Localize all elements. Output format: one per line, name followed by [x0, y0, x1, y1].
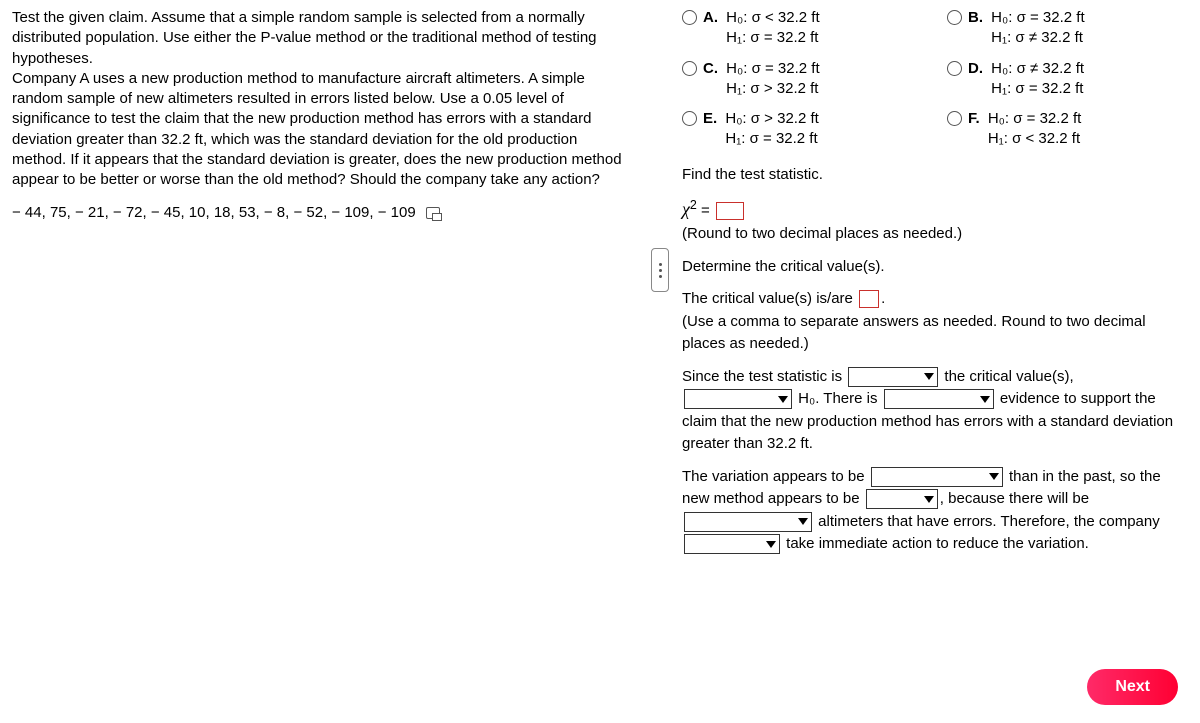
- altimeters-dropdown[interactable]: [684, 512, 812, 532]
- option-f-h1: H₁: σ < 32.2 ft: [988, 130, 1080, 147]
- evidence-dropdown[interactable]: [884, 389, 994, 409]
- expand-handle-icon[interactable]: [651, 248, 669, 292]
- question-prompt: Test the given claim. Assume that a simp…: [12, 8, 642, 566]
- option-f-h0: H₀: σ = 32.2 ft: [988, 110, 1081, 127]
- option-letter: B.: [968, 9, 983, 26]
- conclusion-block-1: Since the test statistic is the critical…: [682, 366, 1188, 456]
- conclusion-block-2: The variation appears to be than in the …: [682, 466, 1188, 556]
- action-dropdown[interactable]: [684, 534, 780, 554]
- critical-value-input[interactable]: [859, 290, 879, 308]
- option-d-h1: H₁: σ = 32.2 ft: [991, 80, 1083, 97]
- method-dropdown[interactable]: [866, 489, 938, 509]
- option-a-h0: H₀: σ < 32.2 ft: [726, 9, 819, 26]
- option-letter: F.: [968, 110, 980, 127]
- radio-f[interactable]: [947, 111, 962, 126]
- compare-dropdown[interactable]: [848, 367, 938, 387]
- option-letter: D.: [968, 60, 983, 77]
- radio-d[interactable]: [947, 61, 962, 76]
- critical-value-block: The critical value(s) is/are . (Use a co…: [682, 288, 1188, 356]
- option-d[interactable]: D. H₀: σ ≠ 32.2 ft D. H₁: σ = 32.2 ft: [947, 59, 1188, 100]
- option-e-h1: H₁: σ = 32.2 ft: [725, 130, 817, 147]
- radio-c[interactable]: [682, 61, 697, 76]
- option-e[interactable]: E. H₀: σ > 32.2 ft E. H₁: σ = 32.2 ft: [682, 109, 923, 150]
- data-values: − 44, 75, − 21, − 72, − 45, 10, 18, 53, …: [12, 204, 416, 221]
- prompt-paragraph-1: Test the given claim. Assume that a simp…: [12, 8, 634, 69]
- option-c-h1: H₁: σ > 32.2 ft: [726, 80, 818, 97]
- data-copy-icon[interactable]: [426, 207, 440, 219]
- variation-dropdown[interactable]: [871, 467, 1003, 487]
- option-e-h0: H₀: σ > 32.2 ft: [725, 110, 818, 127]
- option-c-h0: H₀: σ = 32.2 ft: [726, 60, 819, 77]
- data-values-row: − 44, 75, − 21, − 72, − 45, 10, 18, 53, …: [12, 204, 634, 221]
- option-b-h0: H₀: σ = 32.2 ft: [991, 9, 1084, 26]
- option-b-h1: H₁: σ ≠ 32.2 ft: [991, 29, 1083, 46]
- decision-dropdown[interactable]: [684, 389, 792, 409]
- option-a-h1: H₁: σ = 32.2 ft: [726, 29, 818, 46]
- option-letter: E.: [703, 110, 717, 127]
- prompt-paragraph-2: Company A uses a new production method t…: [12, 69, 634, 191]
- option-b[interactable]: B. H₀: σ = 32.2 ft B. H₁: σ ≠ 32.2 ft: [947, 8, 1188, 49]
- radio-b[interactable]: [947, 10, 962, 25]
- radio-e[interactable]: [682, 111, 697, 126]
- option-f[interactable]: F. H₀: σ = 32.2 ft F. H₁: σ < 32.2 ft: [947, 109, 1188, 150]
- determine-critical-label: Determine the critical value(s).: [682, 256, 1188, 279]
- chi-symbol: χ: [682, 199, 690, 219]
- chi-square-row: χ2 = (Round to two decimal places as nee…: [682, 196, 1188, 246]
- hypothesis-options: A. H₀: σ < 32.2 ft A. H₁: σ = 32.2 ft B.…: [682, 8, 1188, 150]
- option-a[interactable]: A. H₀: σ < 32.2 ft A. H₁: σ = 32.2 ft: [682, 8, 923, 49]
- option-letter: C.: [703, 60, 718, 77]
- radio-a[interactable]: [682, 10, 697, 25]
- option-c[interactable]: C. H₀: σ = 32.2 ft C. H₁: σ > 32.2 ft: [682, 59, 923, 100]
- round-note-2: (Use a comma to separate answers as need…: [682, 311, 1188, 356]
- round-note-1: (Round to two decimal places as needed.): [682, 223, 1188, 246]
- option-letter: A.: [703, 9, 718, 26]
- find-statistic-label: Find the test statistic.: [682, 164, 1188, 187]
- test-statistic-input[interactable]: [716, 202, 744, 220]
- option-d-h0: H₀: σ ≠ 32.2 ft: [991, 60, 1084, 77]
- next-button[interactable]: Next: [1087, 669, 1178, 705]
